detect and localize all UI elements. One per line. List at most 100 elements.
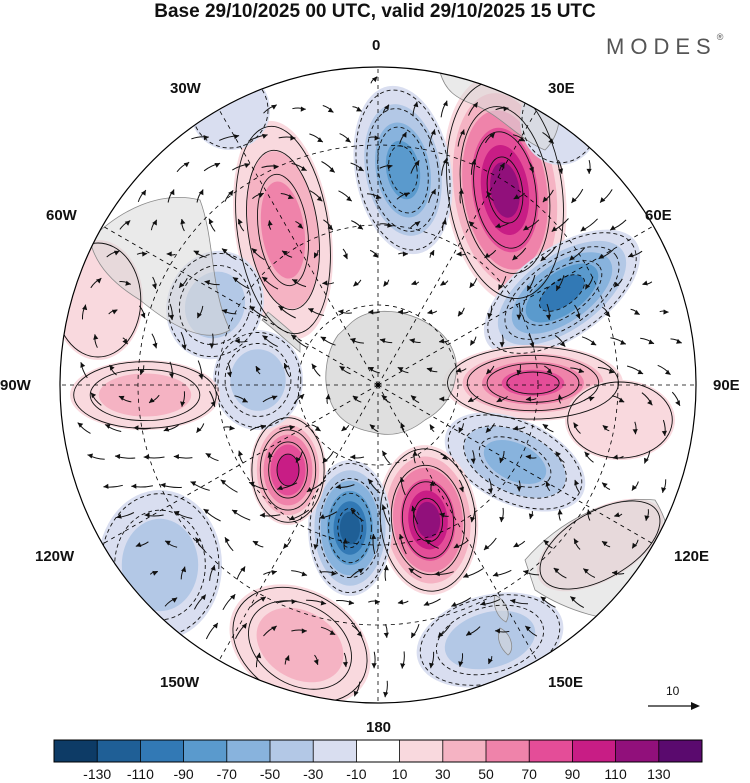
wind-arrow-head: [516, 314, 522, 320]
wind-arrow-257: [496, 395, 508, 403]
wind-arrow-head: [319, 514, 325, 519]
wind-arrow-267: [513, 134, 526, 142]
wind-arrow-169: [366, 193, 382, 200]
anomaly-blob-3-level-5: [539, 274, 585, 312]
wind-arrow-83: [235, 622, 248, 640]
wind-arrow-3: [80, 362, 88, 379]
wind-arrow-head: [242, 397, 248, 403]
wind-arrow-head: [222, 248, 228, 254]
wind-arrow-297: [545, 481, 551, 492]
contour-8-1: [259, 429, 317, 511]
wind-arrow-head: [383, 691, 389, 698]
wind-arrow-head: [499, 457, 505, 463]
wind-arrow-137: [306, 479, 326, 493]
wind-arrow-177: [369, 424, 379, 433]
wind-arrow-337: [641, 392, 653, 406]
colorbar-swatch-6: [313, 740, 357, 762]
wind-arrow-head: [212, 623, 218, 629]
wind-arrow-343: [659, 309, 669, 315]
wind-arrow-head: [613, 281, 620, 288]
meridian-150: [377, 384, 538, 661]
wind-arrow-231: [468, 221, 478, 230]
wind-arrow-38: [180, 331, 187, 350]
wind-arrow-283: [509, 598, 529, 605]
wind-arrow-head: [113, 250, 120, 256]
wind-arrow-head: [381, 504, 387, 511]
wind-arrow-276: [525, 396, 537, 402]
wind-arrow-136: [322, 450, 335, 464]
wind-arrow-96: [267, 452, 273, 462]
anomaly-blob-7-level-6: [339, 511, 361, 545]
wind-arrow-head: [230, 594, 236, 600]
wind-arrow-212: [429, 249, 435, 258]
wind-arrow-head: [503, 106, 509, 112]
wind-arrow-head: [575, 313, 581, 319]
wind-arrow-head: [289, 425, 295, 431]
wind-arrow-230: [458, 188, 464, 204]
wind-arrow-45: [164, 540, 178, 548]
wind-arrow-head: [584, 451, 590, 458]
wind-arrow-271: [512, 247, 527, 261]
wind-arrow-14: [104, 424, 122, 432]
wind-arrow-282: [522, 569, 540, 576]
colorbar-swatch-5: [270, 740, 314, 762]
wind-arrow-182: [383, 565, 389, 581]
colorbar-tick-label: -30: [303, 766, 324, 782]
wind-arrow-head: [383, 280, 389, 287]
wind-arrow-298: [557, 509, 563, 521]
wind-arrow-head: [380, 338, 386, 344]
colorbar-swatch-0: [54, 740, 98, 762]
wind-arrow-head: [200, 594, 206, 601]
wind-arrow-292: [554, 334, 566, 347]
wind-arrow-54: [197, 305, 204, 319]
wind-arrow-head: [429, 250, 435, 256]
wind-arrow-242: [453, 539, 469, 549]
wind-arrow-232: [456, 251, 466, 257]
wind-arrow-head: [498, 284, 504, 290]
wind-arrow-85: [248, 133, 268, 142]
wind-arrow-head: [342, 538, 348, 544]
wind-arrow-65: [205, 622, 219, 640]
wind-arrow-270: [523, 219, 540, 231]
wind-arrow-134: [325, 393, 331, 404]
wind-arrow-head: [374, 599, 380, 605]
wind-arrow-head: [151, 283, 157, 289]
wind-arrow-204: [397, 599, 409, 605]
wind-arrow-head: [225, 537, 230, 543]
wind-arrow-48: [191, 135, 209, 141]
wind-arrow-head: [372, 252, 379, 258]
wind-arrow-head: [585, 283, 591, 290]
wind-arrow-253: [498, 276, 507, 291]
wind-arrow-head: [325, 394, 331, 400]
wind-arrow-head: [345, 137, 351, 143]
meridian-330: [218, 109, 379, 386]
wind-arrow-36: [178, 278, 188, 289]
wind-arrow-209: [441, 158, 448, 176]
wind-arrow-23: [151, 333, 158, 349]
wind-arrow-87: [252, 192, 264, 199]
meridian-120: [377, 384, 654, 545]
wind-arrow-head: [372, 76, 378, 83]
wind-arrow-198: [400, 422, 406, 434]
wind-arrow-81: [236, 566, 246, 580]
wind-arrow-head: [259, 512, 265, 518]
map-frame: [59, 66, 697, 704]
wind-arrow-head: [77, 422, 84, 428]
wind-arrow-head: [90, 392, 97, 399]
wind-arrow-head: [183, 162, 190, 168]
wind-arrow-head: [193, 250, 200, 256]
wind-arrow-151: [338, 309, 352, 315]
wind-arrow-head: [480, 600, 486, 606]
wind-arrow-228: [457, 129, 465, 147]
wind-arrow-21: [151, 276, 157, 290]
wind-arrow-head: [398, 534, 404, 540]
wind-arrow-head: [460, 129, 465, 135]
wind-arrow-head: [258, 193, 264, 198]
wind-arrow-28: [131, 483, 154, 489]
wind-arrow-head: [574, 538, 579, 545]
wind-arrow-head: [198, 189, 204, 196]
wind-arrow-262: [483, 537, 497, 551]
wind-arrow-224: [423, 598, 441, 606]
wind-arrow-head: [569, 255, 575, 261]
